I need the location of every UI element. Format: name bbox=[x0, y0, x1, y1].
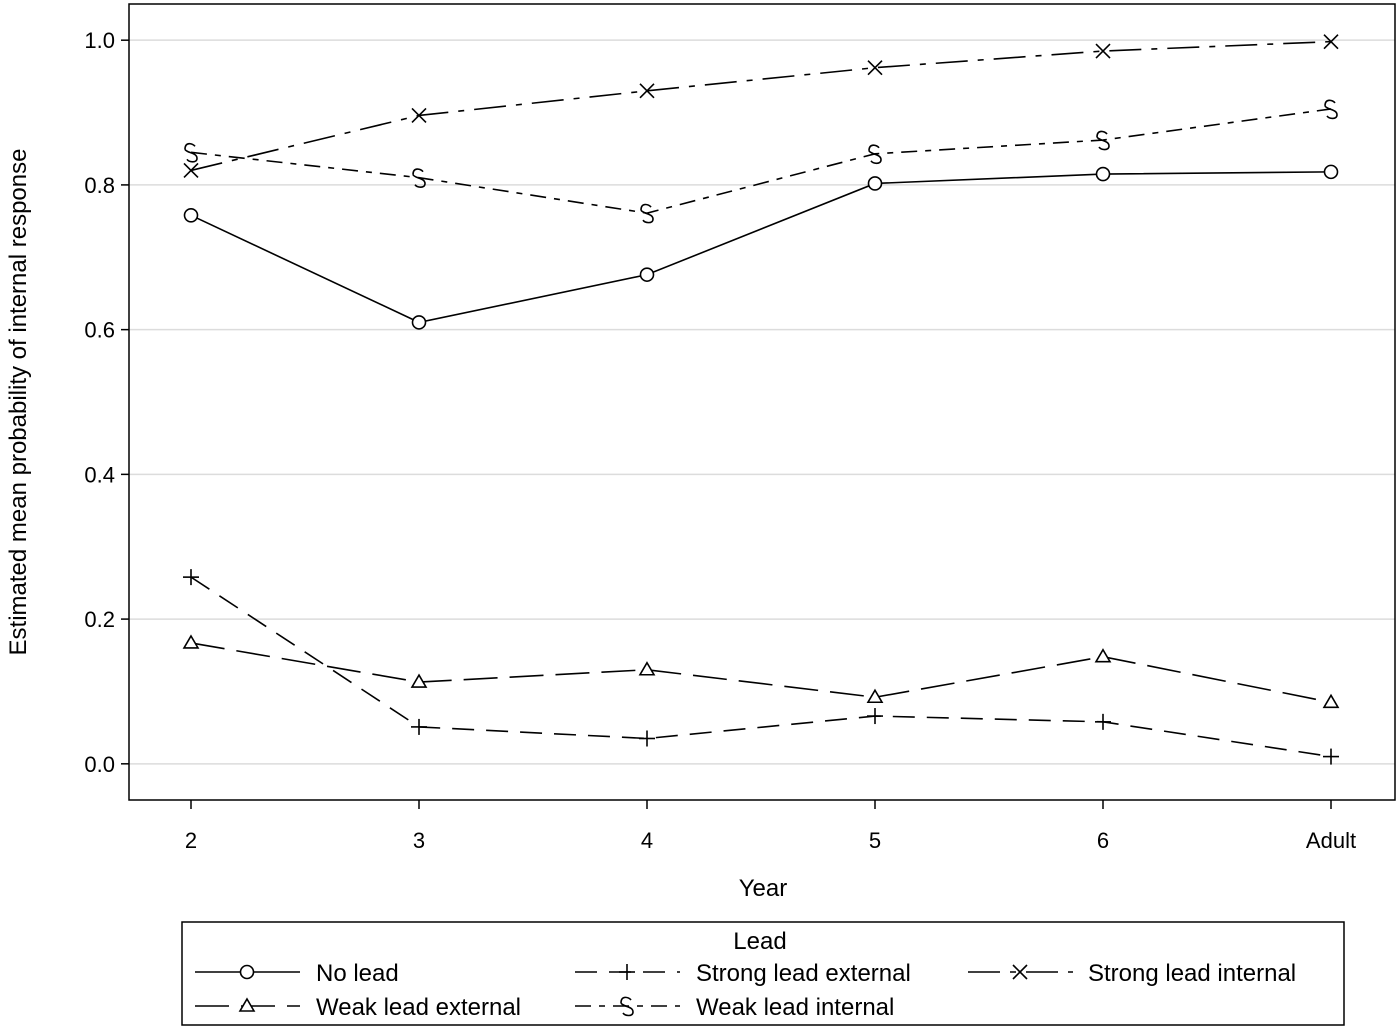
data-point bbox=[411, 107, 427, 124]
data-point bbox=[638, 661, 656, 676]
y-tick-label: 0.0 bbox=[84, 752, 115, 777]
series-strong-lead-internal bbox=[183, 34, 1339, 179]
series-line bbox=[190, 171, 1332, 324]
data-point bbox=[1323, 748, 1339, 765]
x-tick-label: Adult bbox=[1306, 828, 1356, 853]
data-point bbox=[1094, 648, 1112, 663]
x-axis: 2 3 4 5 6 Adult bbox=[185, 800, 1356, 853]
data-point bbox=[868, 144, 882, 165]
legend: Lead No lead Strong lead external Strong l… bbox=[181, 921, 1345, 1026]
series-no-lead bbox=[183, 164, 1339, 330]
legend-title: Lead bbox=[733, 928, 786, 955]
series-line bbox=[190, 40, 1332, 172]
plot-frame bbox=[128, 3, 1396, 801]
series-line bbox=[190, 108, 1332, 214]
data-point bbox=[640, 203, 654, 224]
data-point bbox=[183, 162, 199, 179]
legend-label: Weak lead external bbox=[316, 994, 521, 1021]
y-axis: 0.0 0.2 0.4 0.6 0.8 1.0 bbox=[84, 28, 129, 777]
data-point bbox=[866, 688, 884, 704]
x-tick-label: 3 bbox=[413, 828, 425, 853]
legend-item: Strong lead external bbox=[575, 960, 911, 987]
legend-label: Strong lead external bbox=[696, 960, 911, 987]
series-weak-lead-internal bbox=[184, 99, 1338, 224]
y-axis-label: Estimated mean probability of internal r… bbox=[5, 149, 32, 656]
series-weak-lead-external bbox=[182, 634, 1340, 709]
y-tick-label: 0.4 bbox=[84, 462, 115, 487]
series-group bbox=[182, 34, 1340, 765]
legend-item: No lead bbox=[195, 960, 399, 987]
legend-marker bbox=[1012, 964, 1028, 980]
data-point bbox=[410, 673, 428, 688]
data-point bbox=[412, 168, 426, 188]
data-point bbox=[867, 708, 883, 725]
grid-lines bbox=[129, 39, 1395, 765]
legend-marker bbox=[620, 996, 634, 1017]
legend-label: Strong lead internal bbox=[1088, 960, 1296, 987]
series-strong-lead-external bbox=[183, 569, 1339, 765]
data-point bbox=[1323, 34, 1339, 50]
legend-marker bbox=[619, 964, 635, 980]
data-point bbox=[639, 83, 655, 99]
legend-marker bbox=[239, 964, 255, 980]
legend-frame bbox=[181, 921, 1345, 1026]
data-point bbox=[182, 634, 200, 649]
series-line bbox=[190, 576, 1332, 758]
x-tick-label: 2 bbox=[185, 828, 197, 853]
y-tick-label: 0.8 bbox=[84, 173, 115, 198]
legend-item: Weak lead internal bbox=[575, 994, 894, 1021]
legend-item: Strong lead internal bbox=[968, 960, 1296, 987]
y-tick-label: 0.2 bbox=[84, 607, 115, 632]
legend-item: Weak lead external bbox=[195, 994, 521, 1021]
series-line bbox=[190, 642, 1332, 704]
data-point bbox=[639, 730, 655, 747]
data-point bbox=[183, 208, 199, 223]
y-tick-label: 0.6 bbox=[84, 318, 115, 343]
data-point bbox=[1323, 164, 1339, 180]
data-point bbox=[867, 60, 883, 76]
x-axis-label: Year bbox=[739, 875, 788, 902]
x-tick-label: 4 bbox=[641, 828, 653, 853]
legend-label: No lead bbox=[316, 960, 399, 987]
data-point bbox=[1095, 166, 1111, 182]
data-point bbox=[1322, 693, 1340, 709]
data-point bbox=[411, 315, 427, 330]
data-point bbox=[1324, 99, 1338, 120]
x-tick-label: 6 bbox=[1097, 828, 1109, 853]
data-point bbox=[867, 176, 883, 191]
data-point bbox=[639, 267, 655, 282]
legend-marker bbox=[238, 997, 256, 1012]
data-point bbox=[411, 718, 427, 735]
data-point bbox=[1095, 43, 1111, 59]
data-point bbox=[184, 142, 198, 163]
y-tick-label: 1.0 bbox=[84, 28, 115, 53]
data-point bbox=[1096, 130, 1110, 151]
legend-label: Weak lead internal bbox=[696, 994, 894, 1021]
x-tick-label: 5 bbox=[869, 828, 881, 853]
data-point bbox=[183, 569, 199, 586]
data-point bbox=[1095, 713, 1111, 730]
